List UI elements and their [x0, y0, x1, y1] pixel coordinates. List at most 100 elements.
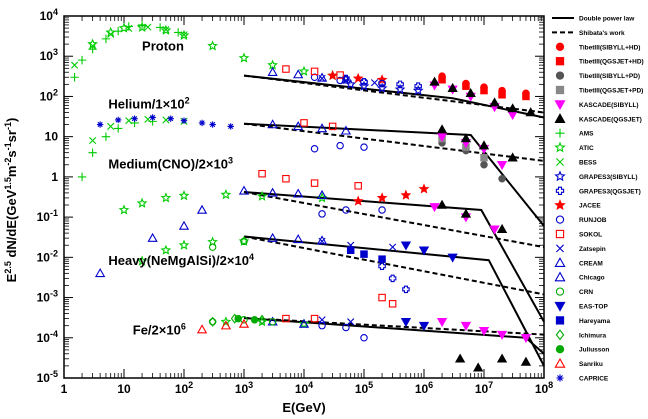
legend-marker-6: [554, 100, 566, 111]
data-point-9-14: [178, 190, 190, 201]
data-point-9-11: [118, 204, 130, 215]
data-point-15-8: [354, 182, 362, 190]
data-point-9-19: [160, 244, 172, 255]
data-point-7-5: [525, 107, 536, 117]
y-tick-label: 10-4: [37, 329, 58, 345]
x-tick-label: 105: [355, 380, 373, 396]
legend-marker-9: [554, 141, 566, 153]
data-point-24-2: [238, 318, 250, 328]
data-point-9-23: [220, 316, 232, 327]
data-point-24-1: [220, 320, 232, 330]
data-point-15-9: [378, 293, 386, 302]
legend-marker-10: [556, 158, 564, 166]
data-point-19-2: [268, 318, 277, 326]
data-point-8-0: [70, 73, 79, 82]
data-point-21-1: [360, 250, 368, 258]
data-point-20-4: [418, 321, 430, 331]
data-point-18-1: [178, 220, 190, 230]
legend-marker-15: [555, 229, 565, 239]
series-line-1-1: [243, 122, 545, 162]
legend-marker-19: [555, 287, 565, 296]
legend-marker-17: [554, 257, 566, 267]
x-tick-label: 108: [535, 380, 553, 396]
legend-marker-14: [555, 215, 565, 224]
y-tick-label: 102: [40, 87, 58, 103]
data-point-15-5: [258, 169, 266, 178]
data-point-7-13: [454, 353, 466, 363]
data-point-13-4: [376, 192, 388, 203]
data-point-25-1: [114, 116, 122, 124]
data-point-11-1: [358, 80, 370, 91]
data-point-14-2: [360, 78, 368, 86]
data-point-9-4: [160, 24, 172, 35]
legend-label-11: GRAPES3(SIBYLL): [579, 174, 638, 181]
data-point-17-0: [267, 66, 278, 76]
series-line-1-3: [243, 235, 545, 296]
data-point-13-3: [352, 195, 364, 206]
legend-label-4: TibetIII(SIBYLL+PD): [579, 73, 640, 80]
data-point-15-6: [282, 174, 290, 183]
data-point-10-11: [162, 116, 170, 124]
data-point-20-2: [447, 253, 458, 263]
legend-label-21: Hareyama: [579, 318, 610, 325]
data-point-3-4: [522, 92, 530, 101]
legend-label-24: Sanriku: [579, 361, 603, 368]
model-lines: [243, 74, 545, 367]
data-point-25-3: [149, 114, 156, 121]
data-point-17-10: [293, 188, 304, 198]
data-point-10-2: [107, 30, 115, 38]
data-point-13-5: [400, 189, 412, 200]
data-point-12-5: [378, 262, 386, 271]
data-point-9-13: [160, 192, 172, 203]
y-tick-label: 10: [45, 130, 59, 144]
data-point-18-3: [196, 204, 208, 214]
data-point-9-12: [136, 197, 148, 208]
x-tick-label: 106: [415, 380, 433, 396]
data-point-15-0: [282, 65, 290, 73]
data-point-8-10: [88, 148, 97, 157]
series-line-0-1: [243, 122, 545, 227]
data-point-25-7: [209, 121, 216, 128]
legend-label-0: Double power law: [579, 16, 635, 23]
legend-label-22: Ichimura: [579, 332, 606, 339]
series-line-0-4: [243, 317, 545, 355]
data-point-6-8: [496, 161, 508, 171]
legend-marker-16: [556, 244, 564, 253]
data-point-13-6: [418, 183, 430, 194]
data-point-20-3: [400, 318, 412, 328]
data-point-7-9: [507, 152, 518, 162]
group-label-0: Proton: [142, 38, 184, 53]
data-point-9-5: [178, 29, 190, 40]
data-point-15-3: [300, 119, 308, 127]
legend-label-3: TibetIII(QGSJET+HD): [579, 59, 644, 66]
data-point-10-6: [180, 31, 188, 39]
data-point-7-7: [460, 133, 472, 143]
data-point-15-2: [336, 71, 344, 79]
data-point-8-11: [101, 132, 111, 141]
legend-label-10: BESS: [579, 160, 597, 167]
data-point-9-25: [298, 318, 310, 329]
data-point-11-2: [376, 82, 388, 93]
legend-label-19: CRN: [579, 289, 593, 296]
data-point-7-16: [520, 356, 532, 366]
data-point-9-20: [178, 239, 190, 250]
legend-marker-8: [555, 128, 565, 138]
legend-marker-2: [555, 42, 565, 51]
x-tick-label: 10: [117, 382, 131, 396]
data-point-14-3: [378, 79, 386, 88]
data-point-14-9: [378, 206, 386, 214]
series-line-0-2: [243, 191, 545, 323]
data-point-25-4: [167, 115, 174, 122]
legend-label-7: KASCADE(QGSJET): [579, 116, 642, 123]
data-point-7-12: [496, 223, 508, 233]
group-label-2: Medium(CNO)/2×103: [108, 156, 233, 172]
data-point-22-0: [208, 316, 217, 327]
series-line-1-4: [243, 317, 545, 336]
data-point-8-12: [113, 124, 123, 133]
data-point-18-2: [94, 268, 106, 278]
data-point-14-6: [360, 143, 368, 151]
data-point-6-4: [507, 111, 518, 121]
group-label-3: Heavy(NeMgAlSi)/2×104: [108, 252, 254, 268]
legend-label-20: EAS-TOP: [579, 304, 608, 311]
legend-label-18: Chicago: [579, 275, 605, 282]
